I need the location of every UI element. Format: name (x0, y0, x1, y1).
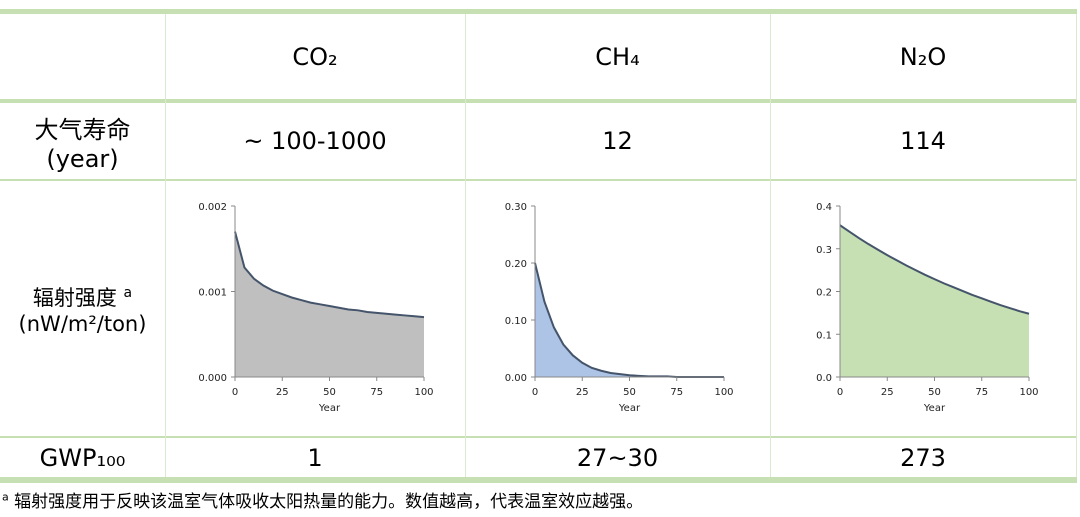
y-tick-label: 0.1 (816, 330, 832, 341)
y-tick-label: 0.3 (816, 245, 832, 256)
row-label-line: 辐射强度 a (33, 282, 132, 312)
x-tick-label: 50 (928, 387, 941, 398)
header-cell: CO₂ (292, 42, 338, 71)
chart: 0.000 0.001 0.002 0 25 50 75 100 Year (198, 202, 433, 414)
divider (465, 14, 466, 477)
row-label-line: (nW/m²/ton) (18, 311, 147, 336)
row-label: 大气寿命 (year) (0, 103, 165, 179)
x-tick-label: 75 (370, 387, 383, 398)
chart: 0.00 0.10 0.20 0.30 0 25 50 75 100 Year (505, 202, 734, 414)
x-tick-label: 0 (837, 387, 843, 398)
x-tick-label: 25 (881, 387, 894, 398)
y-tick-label: 0.002 (198, 202, 227, 213)
header-cell: CH₄ (595, 42, 640, 71)
rule (0, 179, 1077, 181)
row-label-line: (year) (46, 144, 119, 173)
divider (770, 14, 771, 477)
x-tick-label: 50 (323, 387, 336, 398)
y-tick-label: 0.001 (198, 288, 227, 299)
x-axis-label: Year (923, 403, 946, 414)
divider (165, 14, 166, 477)
y-tick-label: 0.0 (816, 373, 832, 384)
row-label-line: 大气寿命 (34, 115, 131, 144)
note-marker: a (2, 490, 9, 504)
x-tick-label: 100 (414, 387, 433, 398)
cell: 114 (900, 127, 946, 155)
x-tick-label: 100 (714, 387, 733, 398)
cell: ~ 100-1000 (243, 127, 387, 155)
x-tick-label: 100 (1019, 387, 1038, 398)
label-text: 辐射强度 (32, 285, 117, 310)
rule (0, 477, 1077, 483)
area (235, 231, 424, 377)
y-tick-label: 0.4 (816, 202, 832, 213)
y-tick-label: 0.30 (505, 202, 527, 213)
line (234, 231, 425, 319)
header-cell: N₂O (899, 42, 947, 71)
y-tick-label: 0.00 (505, 373, 527, 384)
cell: 273 (900, 443, 946, 472)
x-tick-label: 75 (975, 387, 988, 398)
line (839, 224, 1030, 315)
row-label: GWP₁₀₀ (39, 443, 126, 472)
row-label: 辐射强度 a (nW/m²/ton) (0, 181, 165, 436)
rule (0, 99, 1077, 103)
x-axis-label: Year (318, 403, 341, 414)
area (840, 225, 1029, 377)
x-tick-label: 25 (276, 387, 289, 398)
y-tick-label: 0.10 (505, 316, 527, 327)
cell: 1 (307, 443, 323, 472)
cell: 27~30 (576, 443, 659, 472)
x-axis-label: Year (618, 403, 641, 414)
rule (0, 436, 1077, 438)
cell: 12 (602, 127, 633, 155)
rule (0, 9, 1077, 14)
y-tick-label: 0.000 (198, 373, 227, 384)
footnote: a 辐射强度用于反映该温室气体吸收太阳热量的能力。数值越高，代表温室效应越强。 (2, 487, 643, 512)
x-tick-label: 50 (623, 387, 636, 398)
x-tick-label: 0 (532, 387, 538, 398)
y-tick-label: 0.2 (816, 288, 832, 299)
y-tick-label: 0.20 (505, 259, 527, 270)
area (535, 263, 724, 377)
footnote-text: 辐射强度用于反映该温室气体吸收太阳热量的能力。数值越高，代表温室效应越强。 (14, 492, 644, 512)
x-tick-label: 75 (670, 387, 683, 398)
divider (1076, 14, 1077, 477)
note-marker: a (123, 284, 133, 301)
x-tick-label: 0 (232, 387, 238, 398)
chart: 0.0 0.1 0.2 0.3 0.4 0 25 50 75 100 Year (816, 202, 1038, 414)
x-tick-label: 25 (576, 387, 589, 398)
